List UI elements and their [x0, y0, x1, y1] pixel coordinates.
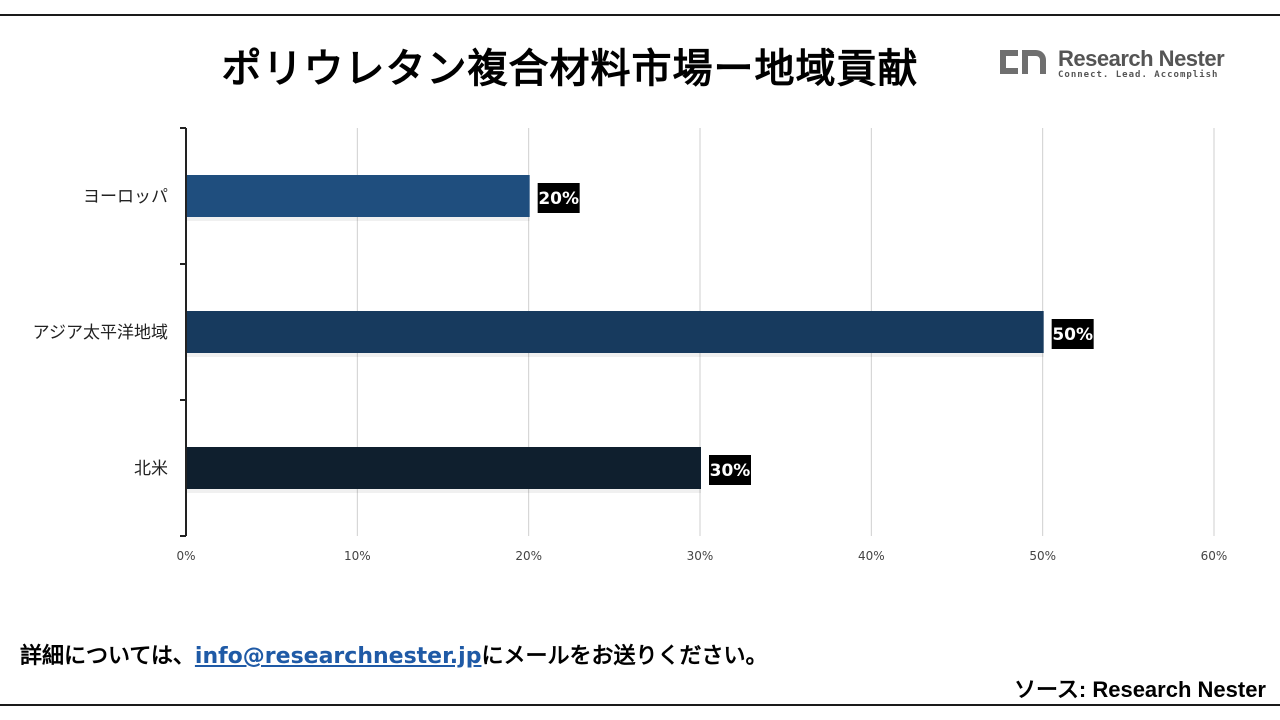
x-tick-label: 20%	[515, 549, 542, 563]
bar	[187, 175, 530, 217]
x-tick-label: 0%	[176, 549, 195, 563]
data-label: 20%	[538, 189, 579, 209]
y-axis	[180, 127, 187, 537]
bar	[187, 311, 1044, 353]
category-label: ヨーロッパ	[83, 187, 168, 207]
data-label-box	[1051, 319, 1094, 349]
data-labels: 20% 50% 30%	[537, 183, 1094, 485]
logo-brand-text: Research Nester	[1058, 46, 1225, 71]
top-rule	[0, 14, 1280, 16]
x-tick-label: 30%	[687, 549, 714, 563]
source-credit: ソース: Research Nester	[1014, 677, 1266, 702]
page-title: ポリウレタン複合材料市場ー地域貢献	[221, 46, 919, 92]
contact-suffix: にメールをお送りください。	[481, 644, 768, 669]
data-label: 30%	[710, 461, 751, 481]
category-label: 北米	[134, 459, 168, 479]
logo-mark-icon	[1000, 50, 1046, 74]
data-label: 50%	[1052, 325, 1093, 345]
x-tick-label: 60%	[1201, 549, 1228, 563]
logo-tagline: Connect. Lead. Accomplish	[1058, 70, 1219, 80]
contact-line: 詳細については、info@researchnester.jpにメールをお送りくだ…	[20, 638, 767, 670]
data-label-box	[709, 455, 751, 485]
research-nester-logo: Research Nester Connect. Lead. Accomplis…	[996, 44, 1226, 84]
x-tick-labels: 0% 10% 20% 30% 40% 50% 60%	[176, 549, 1227, 563]
category-label: アジア太平洋地域	[33, 323, 168, 343]
x-tick-label: 10%	[344, 549, 371, 563]
bar-series	[187, 175, 1044, 493]
bar	[187, 447, 701, 489]
bottom-rule	[0, 704, 1280, 706]
x-tick-label: 40%	[858, 549, 885, 563]
contact-email-link[interactable]: info@researchnester.jp	[194, 644, 482, 669]
x-tick-label: 50%	[1029, 549, 1056, 563]
contact-prefix: 詳細については、	[20, 644, 195, 669]
data-label-box	[537, 183, 580, 213]
